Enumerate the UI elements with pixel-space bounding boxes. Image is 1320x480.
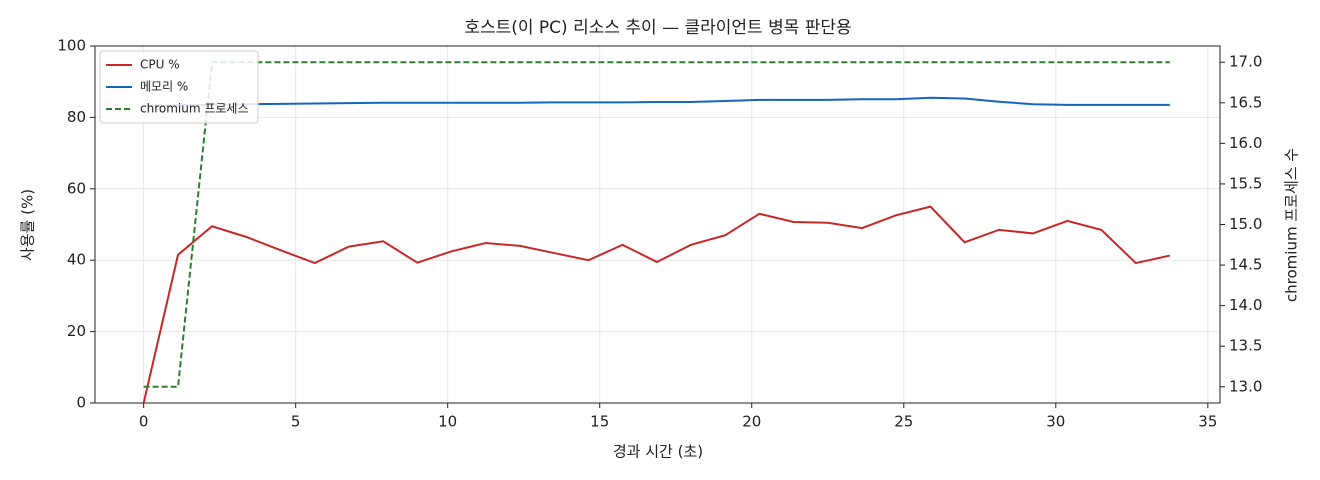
y2-tick-label: 14.0 bbox=[1229, 296, 1262, 314]
legend-label: 메모리 % bbox=[140, 80, 188, 94]
y2-tick-label: 17.0 bbox=[1229, 53, 1262, 71]
y2-tick-label: 15.0 bbox=[1229, 215, 1262, 233]
legend-box bbox=[99, 50, 259, 124]
y-tick-label: 40 bbox=[67, 251, 86, 269]
y-tick-label: 20 bbox=[67, 322, 86, 340]
y-tick-label: 60 bbox=[67, 179, 86, 197]
x-axis-label: 경과 시간 (초) bbox=[613, 443, 703, 461]
y-tick-label: 100 bbox=[57, 37, 86, 55]
plot-frame bbox=[94, 45, 1221, 404]
y-tick-label: 0 bbox=[76, 394, 86, 412]
x-tick-label: 30 bbox=[1046, 413, 1065, 431]
y2-axis-label: chromium 프로세스 수 bbox=[1283, 148, 1301, 302]
x-tick-label: 10 bbox=[438, 413, 457, 431]
x-tick-label: 20 bbox=[742, 413, 761, 431]
y-tick-label: 80 bbox=[67, 108, 86, 126]
y2-tick-label: 16.0 bbox=[1229, 134, 1262, 152]
y2-tick-label: 13.0 bbox=[1229, 377, 1262, 395]
y-axis-label: 사용률 (%) bbox=[19, 189, 37, 261]
legend-label: chromium 프로세스 bbox=[140, 102, 249, 116]
x-tick-label: 25 bbox=[894, 413, 913, 431]
x-tick-label: 15 bbox=[590, 413, 609, 431]
x-tick-label: 5 bbox=[291, 413, 301, 431]
y2-tick-label: 16.5 bbox=[1229, 93, 1262, 111]
series-line bbox=[143, 61, 1170, 388]
series-line bbox=[142, 205, 1171, 404]
series-line bbox=[143, 96, 1170, 107]
chart-title: 호스트(이 PC) 리소스 추이 — 클라이언트 병목 판단용 bbox=[464, 18, 851, 38]
x-tick-label: 0 bbox=[139, 413, 149, 431]
y2-tick-label: 15.5 bbox=[1229, 174, 1262, 192]
y2-tick-label: 14.5 bbox=[1229, 256, 1262, 274]
y2-tick-label: 13.5 bbox=[1229, 337, 1262, 355]
x-tick-label: 35 bbox=[1198, 413, 1217, 431]
legend-label: CPU % bbox=[140, 58, 180, 72]
